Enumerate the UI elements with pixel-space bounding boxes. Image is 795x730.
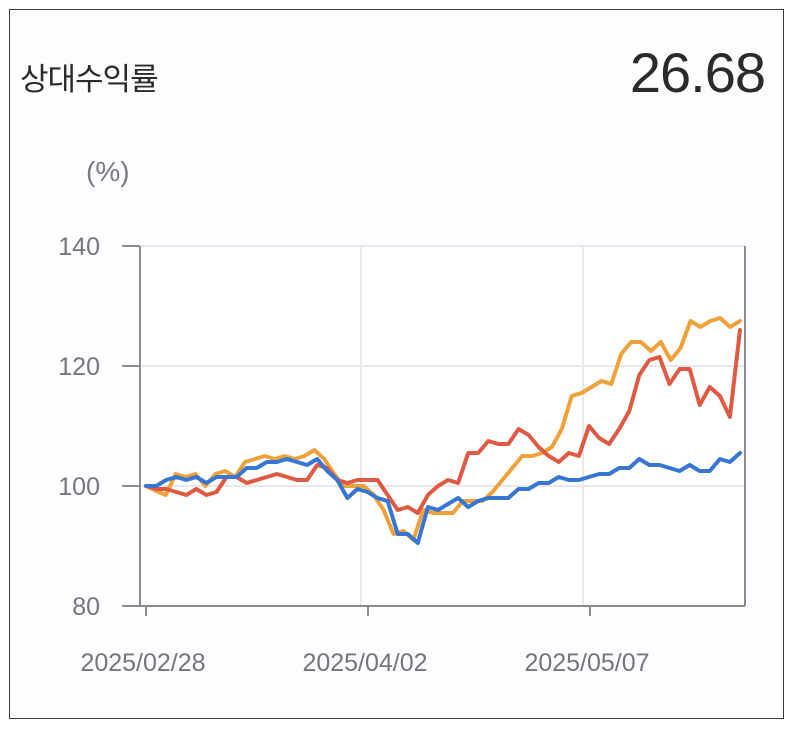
plot-area bbox=[140, 246, 745, 606]
x-tick-label: 2025/05/07 bbox=[524, 649, 649, 677]
y-axis-unit-label: (%) bbox=[86, 156, 130, 187]
series-line-1 bbox=[144, 316, 742, 542]
series-line-2 bbox=[144, 328, 742, 515]
x-tick-label: 2025/04/02 bbox=[302, 649, 427, 677]
y-tick-label: 100 bbox=[58, 473, 100, 501]
y-tick-label: 120 bbox=[58, 353, 100, 381]
y-tick-label: 80 bbox=[72, 593, 100, 621]
x-tick-label: 2025/02/28 bbox=[80, 649, 205, 677]
y-tick-label: 140 bbox=[58, 233, 100, 261]
series-line-3 bbox=[144, 451, 742, 545]
return-value: 26.68 bbox=[629, 41, 766, 104]
chart-title: 상대수익률 bbox=[20, 62, 159, 98]
